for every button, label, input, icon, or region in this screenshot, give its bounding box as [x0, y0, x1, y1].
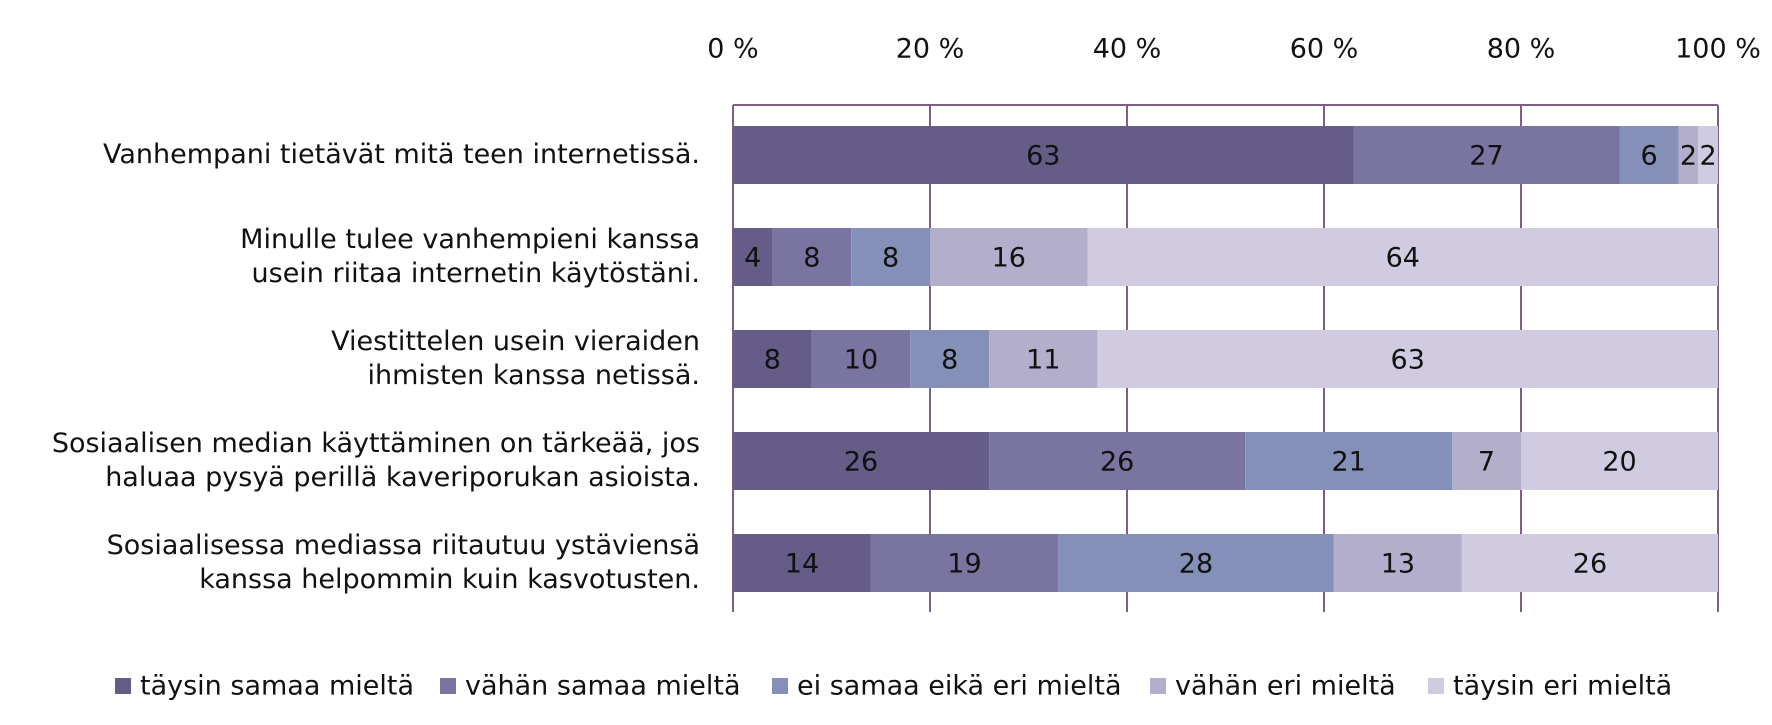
x-tick-label: 0 %	[707, 34, 758, 65]
bar-segment	[1087, 228, 1718, 286]
bar-segment	[1353, 126, 1620, 184]
value-label: 27	[1469, 141, 1503, 172]
bar-segment	[930, 228, 1088, 286]
value-label: 8	[803, 243, 820, 274]
bar-segment	[1461, 534, 1718, 592]
value-label: 28	[1179, 549, 1213, 580]
legend-label: vähän samaa mieltä	[465, 671, 741, 702]
category-label: Minulle tulee vanhempieni kanssa usein ri…	[240, 224, 700, 289]
category-label-line: Minulle tulee vanhempieni kanssa	[240, 224, 700, 255]
value-label: 13	[1381, 549, 1415, 580]
value-label: 14	[785, 549, 819, 580]
x-tick-label: 20 %	[896, 34, 965, 65]
value-label: 63	[1391, 345, 1425, 376]
category-label-line: Sosiaalisen median käyttäminen on tärkeä…	[52, 428, 700, 459]
value-label: 26	[844, 447, 878, 478]
bar-segment	[1058, 534, 1334, 592]
value-label: 16	[992, 243, 1026, 274]
value-label: 64	[1386, 243, 1420, 274]
bar-segment	[870, 534, 1059, 592]
bar-segment	[1521, 432, 1718, 490]
category-label: Sosiaalisessa mediassa riitautuu ystävie…	[107, 530, 700, 595]
bar-segment	[989, 432, 1246, 490]
bar-segment	[1097, 330, 1718, 388]
value-label: 21	[1331, 447, 1365, 478]
x-tick-label: 40 %	[1093, 34, 1162, 65]
bar-segment	[851, 228, 930, 286]
value-label: 4	[744, 243, 761, 274]
legend-label: täysin eri mieltä	[1453, 671, 1672, 702]
bar-segment	[811, 330, 911, 388]
value-label: 10	[844, 345, 878, 376]
legend-swatch	[1150, 678, 1166, 694]
value-label: 2	[1680, 141, 1697, 172]
bar-segment	[1245, 432, 1453, 490]
legend-label: ei samaa eikä eri mieltä	[797, 671, 1122, 702]
bar-segment	[910, 330, 990, 388]
legend-label: vähän eri mieltä	[1175, 671, 1396, 702]
category-label: Viestittelen usein vieraiden ihmisten kan…	[331, 326, 700, 391]
value-label: 8	[941, 345, 958, 376]
value-label: 63	[1026, 141, 1060, 172]
value-label: 6	[1640, 141, 1657, 172]
bar-segment	[1619, 126, 1679, 184]
x-tick-label: 60 %	[1290, 34, 1359, 65]
bar-segment	[733, 126, 1354, 184]
bar-segment	[1698, 126, 1718, 184]
value-label: 11	[1026, 345, 1060, 376]
legend-swatch	[115, 678, 131, 694]
category-label-line: haluaa pysyä perillä kaveriporukan asioi…	[105, 462, 700, 493]
bar-segment	[733, 228, 773, 286]
bar-segment	[772, 228, 852, 286]
category-label-line: ihmisten kanssa netissä.	[367, 360, 700, 391]
legend-swatch	[1428, 678, 1444, 694]
legend-swatch	[772, 678, 788, 694]
legend-label: täysin samaa mieltä	[140, 671, 414, 702]
bar-segment	[1678, 126, 1699, 184]
value-label: 8	[764, 345, 781, 376]
bar-segment	[733, 330, 812, 388]
category-label-line: Sosiaalisessa mediassa riitautuu ystävie…	[107, 530, 700, 561]
category-label-line: Viestittelen usein vieraiden	[331, 326, 700, 357]
value-label: 26	[1573, 549, 1607, 580]
bar-segment	[1333, 534, 1462, 592]
value-label: 20	[1602, 447, 1636, 478]
category-label-line: Vanhempani tietävät mitä teen internetis…	[103, 139, 700, 170]
x-tick-label: 100 %	[1675, 34, 1761, 65]
category-label: Vanhempani tietävät mitä teen internetis…	[103, 139, 700, 170]
bar-segment	[989, 330, 1098, 388]
x-tick-label: 80 %	[1487, 34, 1556, 65]
bar-segment	[733, 432, 990, 490]
value-label: 7	[1478, 447, 1495, 478]
value-label: 26	[1100, 447, 1134, 478]
legend-swatch	[440, 678, 456, 694]
category-label-line: kanssa helpommin kuin kasvotusten.	[199, 564, 700, 595]
category-label: Sosiaalisen median käyttäminen on tärkeä…	[52, 428, 700, 493]
value-label: 8	[882, 243, 899, 274]
bar-segment	[733, 534, 871, 592]
bar-segment	[1452, 432, 1521, 490]
value-label: 2	[1700, 141, 1717, 172]
category-label-line: usein riitaa internetin käytöstäni.	[252, 258, 700, 289]
value-label: 19	[947, 549, 981, 580]
